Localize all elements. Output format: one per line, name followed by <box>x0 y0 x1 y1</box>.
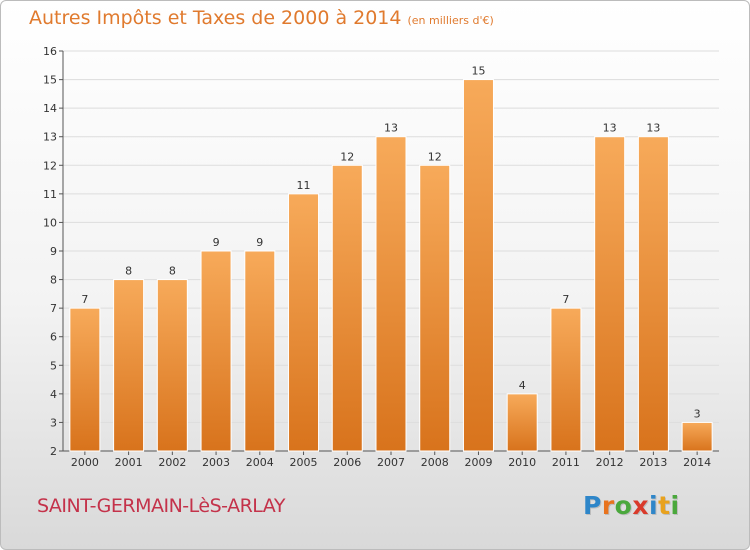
x-tick-label: 2009 <box>464 456 492 469</box>
x-tick-label: 2011 <box>552 456 580 469</box>
bar <box>200 250 232 452</box>
y-tick-label: 5 <box>50 359 57 372</box>
logo-letter: t <box>658 491 671 520</box>
x-tick-label: 2002 <box>158 456 186 469</box>
logo-letter: o <box>614 491 633 520</box>
bar <box>462 79 494 452</box>
data-label: 8 <box>125 265 132 278</box>
logo-letter: x <box>632 491 649 520</box>
y-tick-label: 9 <box>50 245 57 258</box>
bar <box>594 136 626 452</box>
bar <box>156 279 188 452</box>
logo-letter: i <box>649 491 659 520</box>
data-label: 13 <box>603 122 617 135</box>
data-label: 11 <box>297 179 311 192</box>
y-tick-label: 13 <box>43 131 57 144</box>
bar <box>506 393 538 452</box>
data-label: 3 <box>694 407 701 420</box>
logo-letter: P <box>583 491 602 520</box>
y-tick-label: 2 <box>50 445 57 458</box>
y-tick-label: 15 <box>43 74 57 87</box>
x-tick-label: 2012 <box>596 456 624 469</box>
bar <box>113 279 145 452</box>
x-tick-label: 2014 <box>683 456 711 469</box>
data-label: 7 <box>81 293 88 306</box>
x-tick-label: 2003 <box>202 456 230 469</box>
x-tick-label: 2008 <box>421 456 449 469</box>
chart-title-text: Autres Impôts et Taxes de 2000 à 2014 <box>29 7 402 29</box>
x-tick-label: 2006 <box>333 456 361 469</box>
proxiti-logo[interactable]: Proxiti <box>583 491 680 520</box>
x-tick-label: 2013 <box>639 456 667 469</box>
y-tick-label: 16 <box>43 45 57 58</box>
data-label: 12 <box>428 150 442 163</box>
y-tick-label: 4 <box>50 388 57 401</box>
commune-name: SAINT-GERMAIN-LèS-ARLAY <box>37 495 285 517</box>
bar <box>288 193 320 452</box>
y-tick-label: 10 <box>43 216 57 229</box>
bar <box>375 136 407 452</box>
data-label: 9 <box>256 236 263 249</box>
bar <box>244 250 276 452</box>
bar <box>681 421 713 452</box>
x-tick-labels: 2000 2001 2002 2003 2004 2005 2006 2007 2008 2009… <box>71 456 711 469</box>
x-tick-label: 2010 <box>508 456 536 469</box>
chart-unit: (en milliers d'€) <box>407 14 494 27</box>
bars <box>69 79 713 452</box>
data-label: 13 <box>646 122 660 135</box>
y-tick-label: 3 <box>50 416 57 429</box>
data-labels: 7 8 8 9 9 11 12 13 12 15 4 7 13 13 3 <box>81 65 700 421</box>
data-label: 9 <box>213 236 220 249</box>
bar <box>419 164 451 452</box>
bar <box>69 307 101 452</box>
y-tick-label: 11 <box>43 188 57 201</box>
x-tick-label: 2005 <box>290 456 318 469</box>
y-tick-label: 12 <box>43 159 57 172</box>
y-tick-label: 14 <box>43 102 57 115</box>
data-label: 8 <box>169 265 176 278</box>
chart-title: Autres Impôts et Taxes de 2000 à 2014 (en… <box>29 7 494 29</box>
x-tick-label: 2004 <box>246 456 274 469</box>
y-tick-label: 7 <box>50 302 57 315</box>
x-tick-label: 2001 <box>115 456 143 469</box>
y-tick-label: 6 <box>50 331 57 344</box>
data-label: 12 <box>340 150 354 163</box>
y-tick-label: 8 <box>50 274 57 287</box>
bar <box>331 164 363 452</box>
logo-letter: i <box>670 491 680 520</box>
x-tick-label: 2000 <box>71 456 99 469</box>
x-tick-label: 2007 <box>377 456 405 469</box>
y-tick-labels: 2 3 4 5 6 7 8 9 10 11 12 13 14 15 16 <box>43 45 57 458</box>
bar <box>550 307 582 452</box>
data-label: 13 <box>384 122 398 135</box>
data-label: 7 <box>562 293 569 306</box>
data-label: 15 <box>471 65 485 78</box>
logo-letter: r <box>601 491 615 520</box>
bar <box>637 136 669 452</box>
data-label: 4 <box>519 379 526 392</box>
